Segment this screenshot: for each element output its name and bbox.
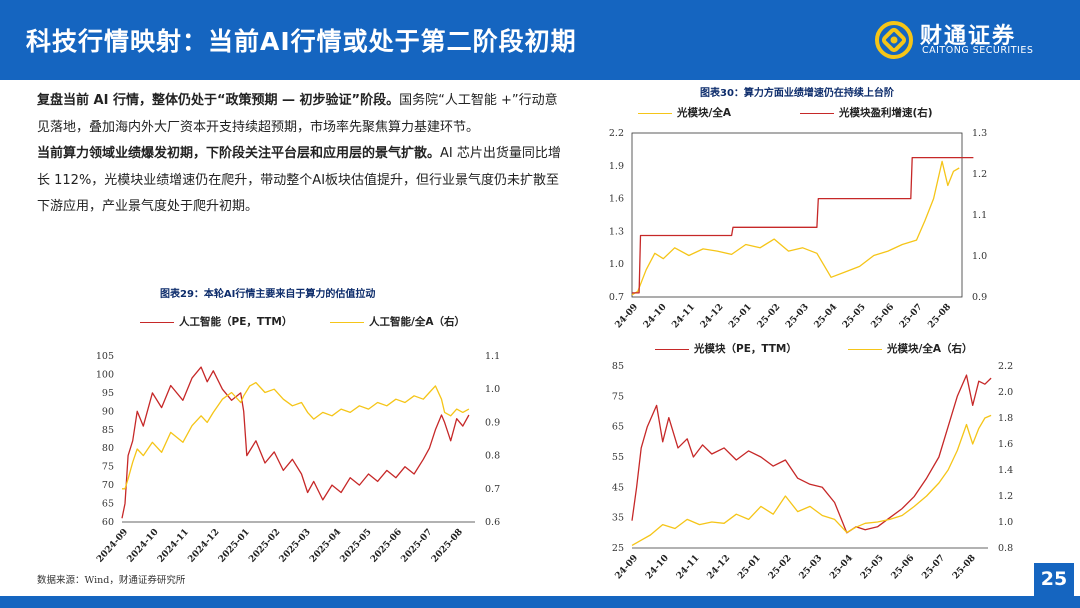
x-tick-label: 25-01 [736, 553, 763, 581]
legend-swatch-red [800, 112, 834, 114]
y2-tick-label: 1.3 [972, 128, 987, 139]
x-tick-label: 25-02 [767, 553, 794, 581]
y2-tick-label: 0.6 [485, 517, 500, 528]
y-tick-label: 80 [102, 443, 114, 454]
x-tick-label: 24-10 [644, 553, 671, 581]
y-tick-label: 35 [612, 513, 624, 524]
data-source-note: 数据来源：Wind，财通证券研究所 [37, 575, 186, 586]
y2-tick-label: 1.2 [998, 491, 1013, 502]
legend-swatch-yellow [330, 321, 364, 323]
x-tick-label: 24-11 [675, 553, 702, 581]
y2-tick-label: 0.9 [485, 417, 500, 428]
title-bar: 科技行情映射：当前AI行情或处于第二阶段初期 财通证券 CAITONG SECU… [0, 0, 1080, 80]
y2-tick-label: 0.9 [972, 292, 987, 303]
x-tick-label: 24-09 [614, 553, 641, 581]
summary-point-2-body: AI 芯片出货量同比增长 112%，光模块业绩增速仍在爬升，带动整个AI板块估值… [37, 146, 561, 214]
y2-tick-label: 1.1 [972, 210, 987, 221]
y-tick-label: 75 [612, 391, 624, 402]
y-tick-label: 2.2 [609, 128, 624, 139]
series-line [122, 381, 470, 490]
y-tick-label: 90 [102, 406, 114, 417]
y2-tick-label: 2.2 [998, 361, 1013, 372]
page-number: 25 [1034, 563, 1074, 596]
logo-chinese-name: 财通证券 [920, 24, 1017, 49]
y-tick-label: 1.0 [609, 259, 624, 270]
y-tick-label: 0.7 [609, 292, 624, 303]
y2-tick-label: 1.2 [972, 169, 987, 180]
y-tick-label: 55 [612, 452, 624, 463]
chart31-legend-red: 光模块（PE，TTM） [655, 341, 797, 356]
y2-tick-label: 0.8 [485, 451, 500, 462]
x-tick-label: 25-04 [828, 553, 855, 581]
y-tick-label: 1.9 [609, 161, 624, 172]
footer-bar [0, 596, 1080, 608]
x-tick-label: 24-12 [706, 553, 733, 581]
chart30-legend-red: 光模块盈利增速(右) [800, 105, 933, 120]
legend-label: 光模块盈利增速(右) [839, 107, 933, 119]
summary-point-2-heading: 当前算力领域业绩爆发初期，下阶段关注平台层和应用层的景气扩散。 [37, 146, 441, 161]
company-logo: 财通证券 CAITONG SECURITIES [872, 16, 1072, 64]
x-tick-label: 25-08 [951, 553, 978, 581]
chart29-title: 图表29：本轮AI行情主要来自于算力的估值拉动 [160, 289, 376, 300]
legend-label: 光模块/全A（右） [887, 343, 973, 355]
series-line [631, 160, 960, 296]
y-tick-label: 65 [102, 499, 114, 510]
legend-label: 光模块（PE，TTM） [694, 343, 797, 355]
y2-tick-label: 1.0 [972, 251, 987, 262]
series-line [631, 374, 992, 534]
y2-tick-label: 0.7 [485, 484, 500, 495]
legend-swatch-red [655, 348, 689, 350]
x-tick-label: 25-05 [859, 553, 886, 581]
x-tick-label: 25-06 [890, 553, 917, 581]
y2-tick-label: 1.1 [485, 351, 500, 362]
legend-swatch-red [140, 321, 174, 323]
y-tick-label: 75 [102, 462, 114, 473]
y-tick-label: 85 [612, 361, 624, 372]
summary-point-1-heading: 复盘当前 AI 行情，整体仍处于“政策预期 — 初步验证”阶段。 [37, 93, 400, 108]
legend-swatch-yellow [848, 348, 882, 350]
y-tick-label: 95 [102, 388, 114, 399]
series-line [121, 366, 470, 519]
plot-frame [631, 132, 963, 298]
y-tick-label: 1.3 [609, 226, 624, 237]
summary-paragraph: 复盘当前 AI 行情，整体仍处于“政策预期 — 初步验证”阶段。国务院“人工智能… [37, 88, 567, 221]
chart31-legend-yellow: 光模块/全A（右） [848, 341, 972, 356]
y-tick-label: 100 [96, 369, 114, 380]
logo-english-name: CAITONG SECURITIES [922, 45, 1034, 56]
summary-point-1-body: 国务院“人工智能 +”行动意见落地，叠加海内外大厂资本开支持续超预期，市场率先聚… [37, 93, 558, 135]
y-tick-label: 85 [102, 425, 114, 436]
logo-icon [875, 21, 913, 59]
y2-tick-label: 1.0 [998, 517, 1013, 528]
chart30-title: 图表30：算力方面业绩增速仍在持续上台阶 [700, 88, 894, 99]
legend-label: 光模块/全A [677, 107, 731, 119]
y2-tick-label: 0.8 [998, 543, 1013, 554]
y-tick-label: 60 [102, 517, 114, 528]
y2-tick-label: 2.0 [998, 387, 1013, 398]
chart29-legend-red: 人工智能（PE，TTM） [140, 314, 292, 329]
y-tick-label: 45 [612, 482, 624, 493]
series-line [631, 414, 992, 546]
series-line [632, 156, 974, 294]
y-tick-label: 70 [102, 480, 114, 491]
y2-tick-label: 1.8 [998, 413, 1013, 424]
y-tick-label: 1.6 [609, 194, 624, 205]
legend-label: 人工智能（PE，TTM） [179, 316, 293, 328]
y-tick-label: 25 [612, 543, 624, 554]
y2-tick-label: 1.6 [998, 439, 1013, 450]
legend-swatch-yellow [638, 112, 672, 114]
y-tick-label: 65 [612, 422, 624, 433]
x-tick-label: 25-07 [920, 553, 947, 581]
slide-title: 科技行情映射：当前AI行情或处于第二阶段初期 [26, 27, 577, 56]
y2-tick-label: 1.0 [485, 384, 500, 395]
y2-tick-label: 1.4 [998, 465, 1013, 476]
chart29-legend-yellow: 人工智能/全A（右） [330, 314, 465, 329]
x-tick-label: 25-03 [798, 553, 825, 581]
y-tick-label: 105 [96, 351, 114, 362]
legend-label: 人工智能/全A（右） [369, 316, 465, 328]
chart30-legend-yellow: 光模块/全A [638, 105, 731, 120]
